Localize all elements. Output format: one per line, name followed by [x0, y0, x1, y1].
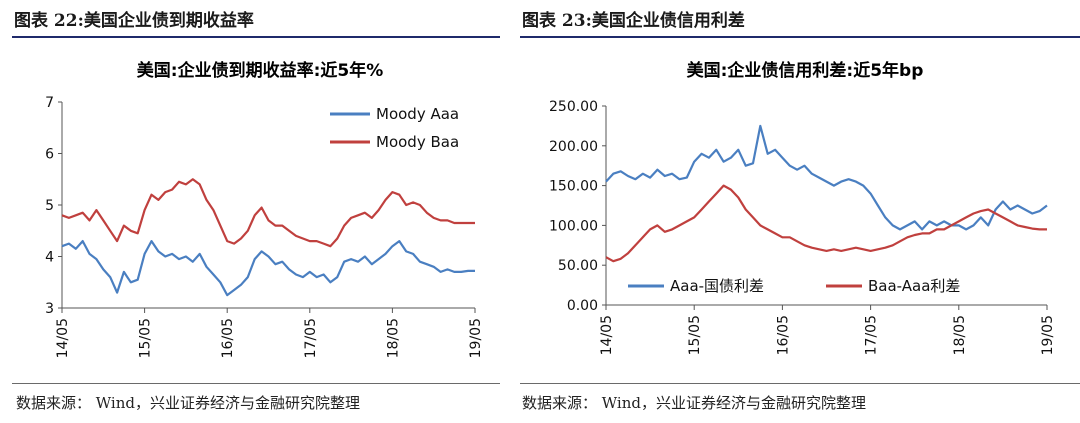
- y-tick-label: 3: [45, 301, 54, 317]
- x-tick-label: 16/05: [775, 315, 791, 355]
- spread-chart: 美国:企业债信用利差:近5年bp 0.00 50.00 100.00 150.00 200…: [549, 60, 1056, 355]
- legend-label: Baa-Aaa利差: [868, 277, 960, 295]
- series-line-0: [61, 240, 475, 297]
- source-rule: [520, 383, 1080, 384]
- legend-label: Moody Baa: [376, 133, 459, 151]
- x-tick-label: 19/05: [468, 318, 484, 358]
- panel-spread: 图表 23:美国企业债信用利差 美国:企业债信用利差:近5年bp 0.00 50.0…: [520, 0, 1080, 423]
- y-tick-label: 200.00: [549, 139, 598, 155]
- series-line-1: [61, 178, 475, 248]
- x-tick-label: 15/05: [687, 315, 703, 355]
- x-tick-label: 17/05: [864, 315, 880, 355]
- series-line-1: [605, 184, 1047, 263]
- legend-label: Moody Aaa: [376, 105, 459, 123]
- panel-yield: 图表 22:美国企业债到期收益率 美国:企业债到期收益率:近5年% 3 4 5 6 7 14…: [0, 0, 520, 423]
- source-rule: [12, 383, 500, 384]
- x-tick-label: 17/05: [303, 318, 319, 358]
- y-tick-label: 100.00: [549, 218, 598, 234]
- y-tick-label: 0.00: [567, 298, 598, 314]
- y-tick-label: 4: [45, 250, 54, 266]
- series-line-0: [605, 124, 1048, 231]
- source-note: 数据来源： Wind，兴业证券经济与金融研究院整理: [16, 394, 360, 412]
- x-tick-label: 14/05: [55, 318, 71, 358]
- y-tick-label: 250.00: [549, 99, 598, 115]
- y-tick-label: 150.00: [549, 179, 598, 195]
- caption-rule: [12, 36, 500, 38]
- caption-rule: [520, 36, 1080, 38]
- x-tick-label: 14/05: [599, 315, 615, 355]
- y-tick-label: 50.00: [558, 258, 598, 274]
- x-tick-label: 19/05: [1040, 315, 1056, 355]
- figure-caption: 图表 22:美国企业债到期收益率: [14, 11, 254, 31]
- x-tick-label: 18/05: [385, 318, 401, 358]
- source-note: 数据来源： Wind，兴业证券经济与金融研究院整理: [522, 394, 866, 412]
- chart-title: 美国:企业债信用利差:近5年bp: [687, 60, 924, 81]
- x-tick-label: 15/05: [138, 318, 154, 358]
- y-tick-label: 5: [45, 198, 54, 214]
- chart-title: 美国:企业债到期收益率:近5年%: [137, 60, 383, 81]
- y-tick-label: 7: [45, 95, 54, 111]
- figure-caption: 图表 23:美国企业债信用利差: [522, 11, 745, 31]
- x-tick-label: 16/05: [220, 318, 236, 358]
- yield-chart: 美国:企业债到期收益率:近5年% 3 4 5 6 7 14/05 15/05 16/05 17/0…: [45, 60, 484, 358]
- legend-label: Aaa-国债利差: [670, 277, 764, 295]
- x-tick-label: 18/05: [952, 315, 968, 355]
- y-tick-label: 6: [45, 147, 54, 163]
